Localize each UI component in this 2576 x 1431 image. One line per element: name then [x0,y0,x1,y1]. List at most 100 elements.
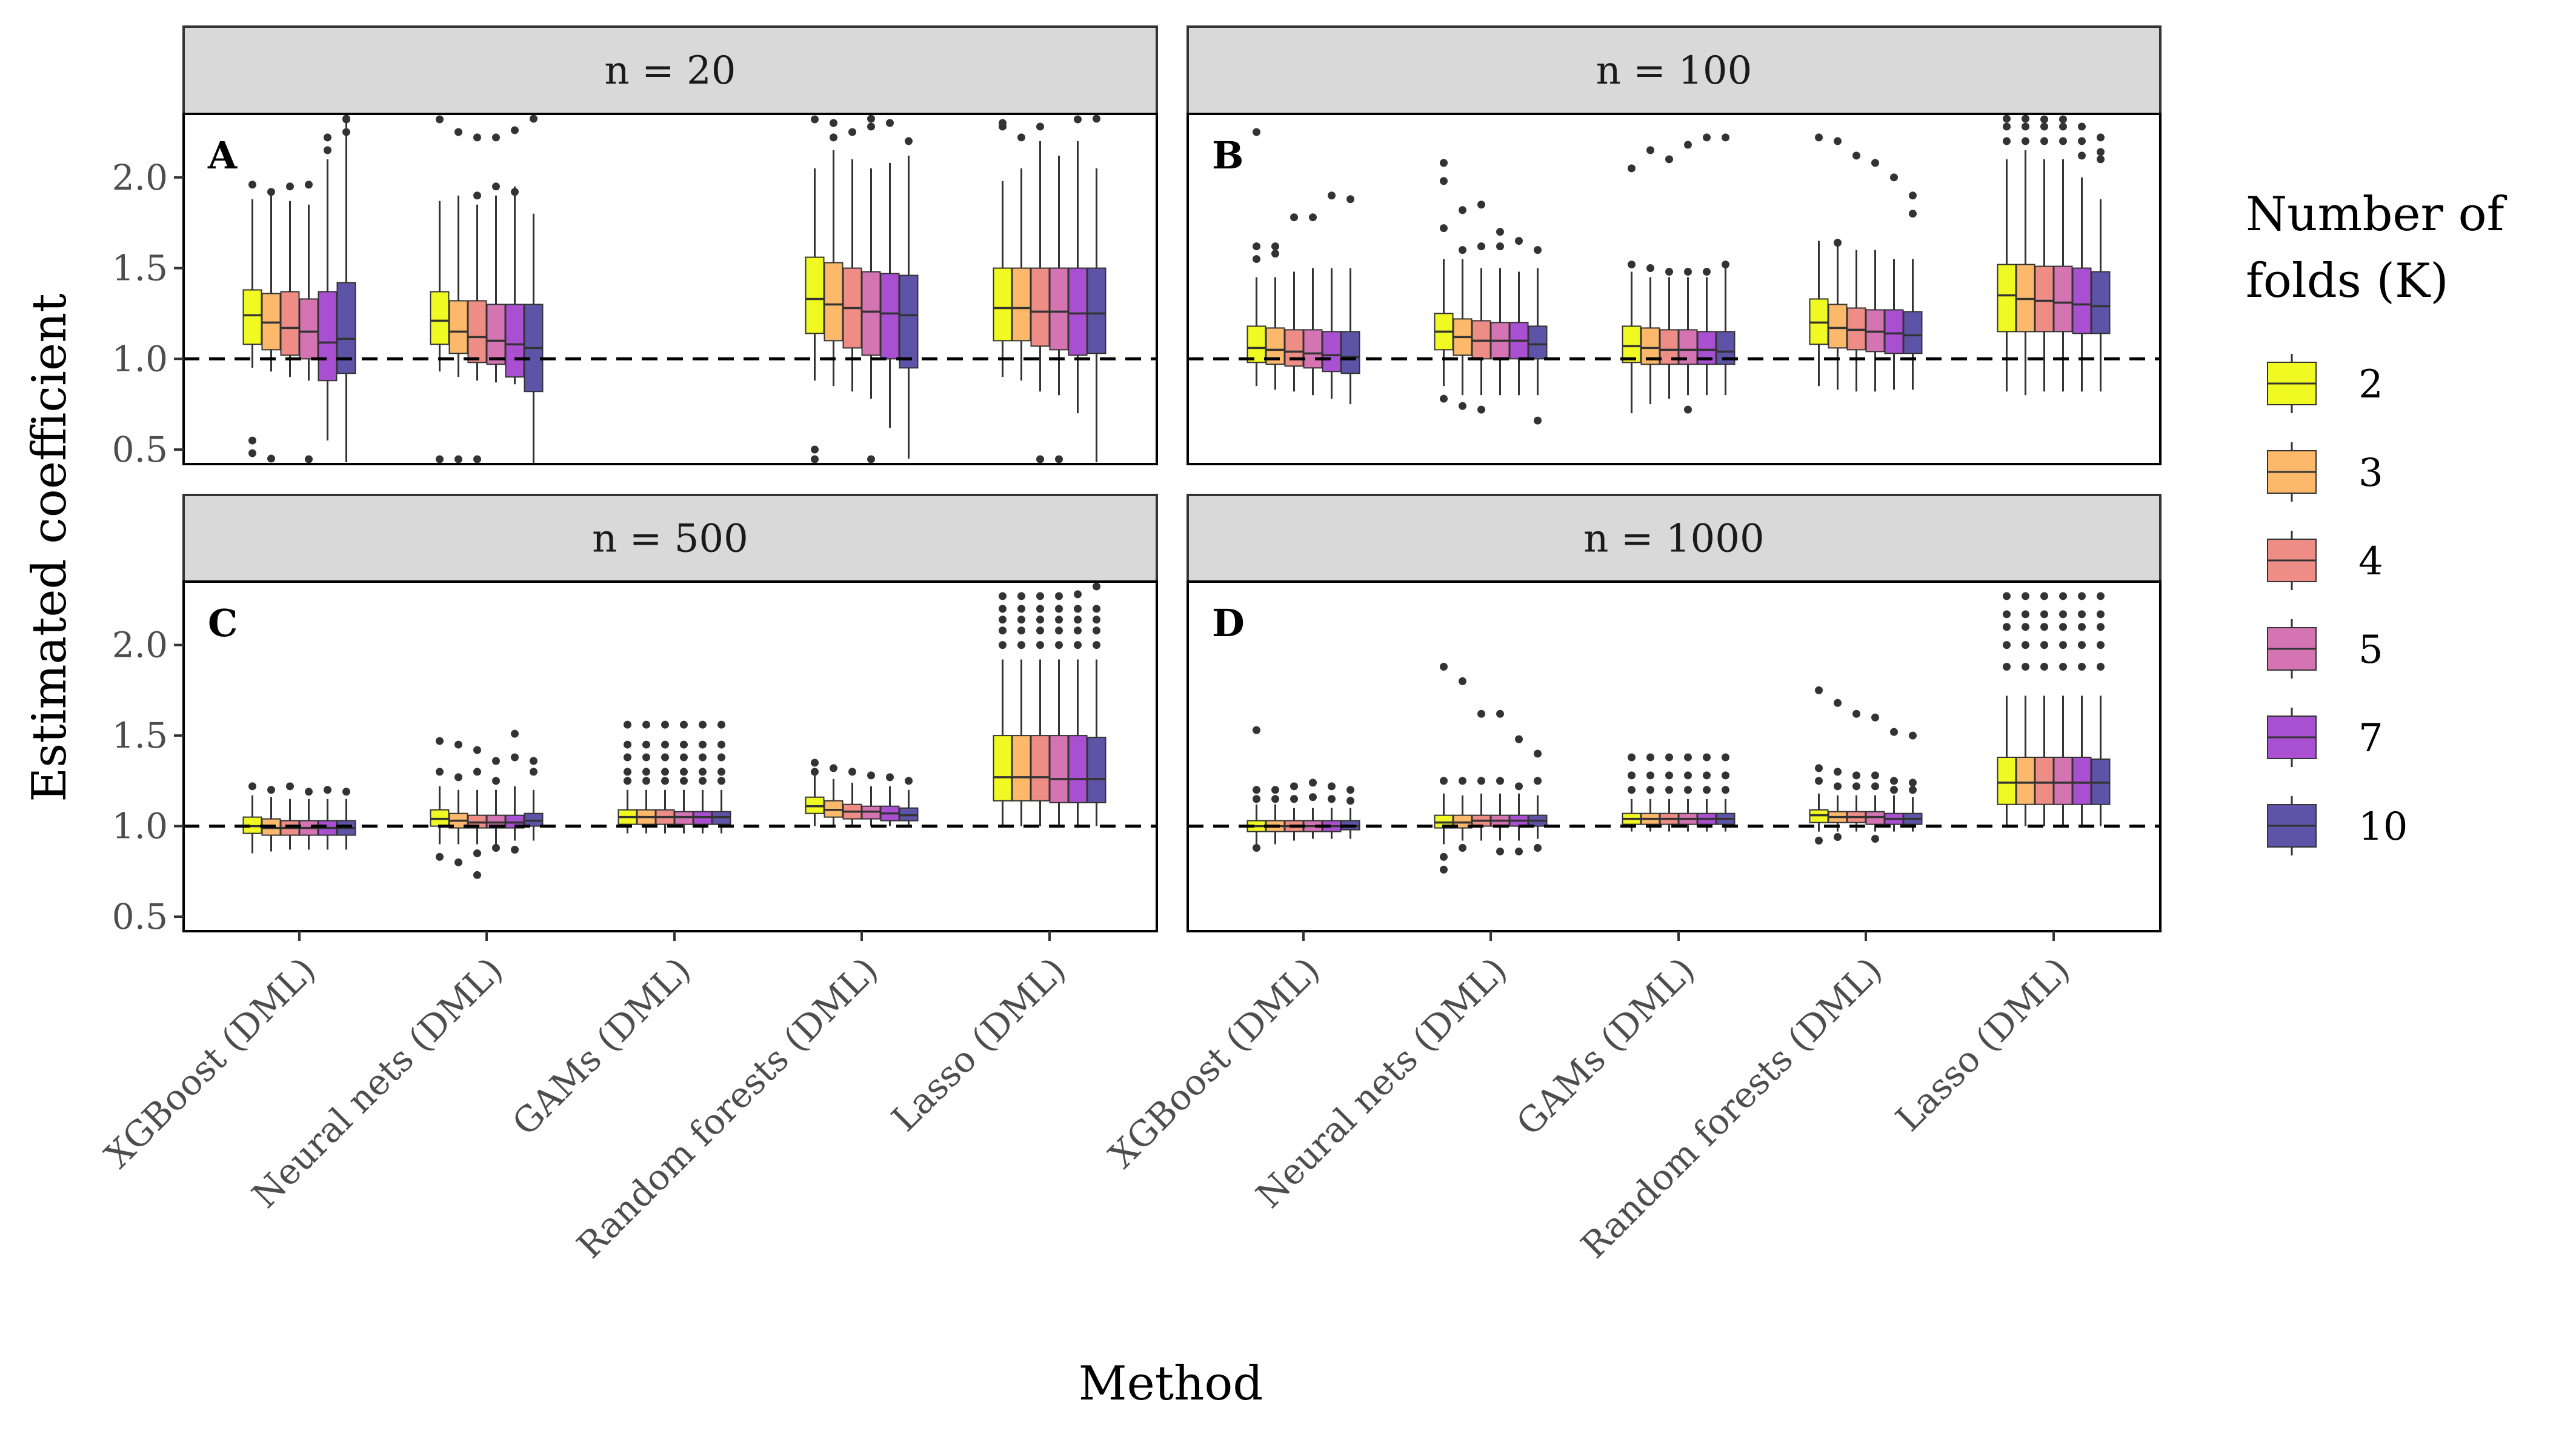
outlier-point [1722,753,1729,762]
outlier-point [1253,843,1260,852]
outlier-point [2040,122,2048,131]
outlier-point [1055,592,1063,600]
outlier-point [1684,753,1692,762]
outlier-point [1834,833,1842,842]
outlier-point [1459,677,1466,685]
outlier-point [1055,455,1063,463]
outlier-point [492,133,500,142]
outlier-point [1074,626,1082,635]
box-k4 [1030,735,1050,802]
outlier-point [1074,115,1082,124]
outlier-point [2097,641,2105,649]
outlier-point [624,753,631,762]
outlier-point [492,757,500,765]
outlier-point [1440,777,1448,785]
outlier-point [1722,261,1729,269]
outlier-point [1017,133,1025,142]
outlier-point [680,753,688,762]
outlier-point [2003,137,2011,145]
outlier-point [473,768,481,776]
outlier-point [1017,616,1025,624]
outlier-point [1646,786,1654,794]
outlier-point [511,188,519,196]
strip-label: n = 1000 [1583,517,1764,562]
box-k3 [1828,304,1848,349]
outlier-point [492,182,500,191]
outlier-point [2097,592,2105,600]
outlier-point [2022,610,2029,619]
outlier-point [2003,663,2011,671]
outlier-point [248,436,256,445]
outlier-point [2003,592,2011,600]
outlier-point [2059,623,2067,631]
outlier-point [1684,268,1692,276]
outlier-point [1477,777,1485,785]
y-tick-label: 0.5 [112,429,168,470]
outlier-point [1477,405,1485,414]
outlier-point [2022,592,2029,600]
outlier-point [2040,592,2048,600]
box-k4 [1030,267,1050,347]
outlier-point [1703,753,1711,762]
box-k7 [880,273,900,360]
panel-tag: A [207,133,238,178]
outlier-point [905,137,913,145]
outlier-point [2078,137,2086,145]
outlier-point [2097,133,2105,142]
outlier-point [1852,151,1860,160]
outlier-point [436,455,444,463]
box-k7 [1884,309,1904,354]
outlier-point [248,181,256,189]
outlier-point [1093,641,1100,649]
outlier-point [811,455,819,463]
outlier-point [999,119,1007,127]
outlier-point [2003,641,2011,649]
panel-border [1186,113,2162,465]
outlier-point [1909,779,1917,787]
outlier-point [1722,133,1729,142]
x-axis-title: Method [1079,1356,1263,1411]
outlier-point [267,188,275,196]
outlier-point [511,845,519,854]
panel-tag: C [208,601,238,645]
outlier-point [1890,777,1898,785]
outlier-point [1093,115,1100,123]
outlier-point [1684,771,1692,780]
outlier-point [624,720,631,729]
box-k4 [280,291,300,356]
outlier-point [999,626,1007,635]
outlier-point [1628,771,1636,780]
outlier-point [661,740,669,749]
outlier-point [286,782,294,791]
outlier-point [1909,731,1917,740]
outlier-point [642,777,650,785]
outlier-point [1271,786,1279,794]
box-k4 [2034,265,2054,333]
outlier-point [1684,141,1692,149]
outlier-point [1093,605,1100,613]
outlier-point [1036,122,1044,131]
outlier-point [661,768,669,776]
outlier-point [661,753,669,762]
outlier-point [511,753,519,762]
outlier-point [1055,641,1063,649]
box-k5 [1303,329,1323,369]
box-k5 [1049,735,1069,803]
panel-B: n = 100 B [1186,25,2162,465]
outlier-point [2059,137,2067,145]
outlier-point [1253,795,1260,803]
legend-label: 10 [2358,805,2408,849]
outlier-point [2078,663,2086,671]
outlier-point [1703,771,1711,780]
outlier-point [1036,616,1044,624]
outlier-point [2040,610,2048,619]
outlier-point [1328,191,1336,200]
outlier-point [1890,728,1898,736]
outlier-point [2022,137,2029,145]
outlier-point [699,720,707,729]
outlier-point [1665,753,1673,762]
box-k2 [1246,325,1266,364]
outlier-point [1253,726,1260,734]
outlier-point [2003,623,2011,631]
